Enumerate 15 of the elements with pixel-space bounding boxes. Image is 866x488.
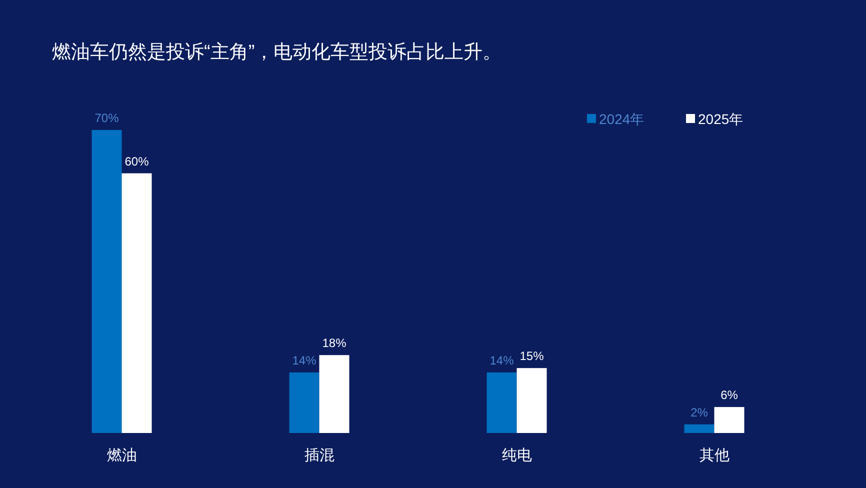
- data-label: 70%: [94, 111, 120, 125]
- data-label: 2%: [690, 405, 708, 420]
- legend-label: 2024年: [599, 111, 644, 127]
- x-tick-label: 燃油: [106, 447, 137, 464]
- x-tick-label: 其他: [699, 447, 730, 464]
- data-label: 60%: [124, 154, 150, 168]
- data-label: 14%: [490, 353, 514, 368]
- data-label: 15%: [520, 349, 544, 364]
- data-label: 6%: [720, 388, 738, 402]
- data-label: 18%: [322, 336, 347, 350]
- x-tick-label: 插混: [304, 447, 334, 464]
- legend-label: 2025年: [698, 111, 744, 127]
- title: 燃油车仍然是投诉“主角”，电动化车型投诉占比上升。: [52, 42, 502, 63]
- x-tick-label: 纯电: [502, 447, 532, 464]
- data-label: 14%: [292, 353, 317, 368]
